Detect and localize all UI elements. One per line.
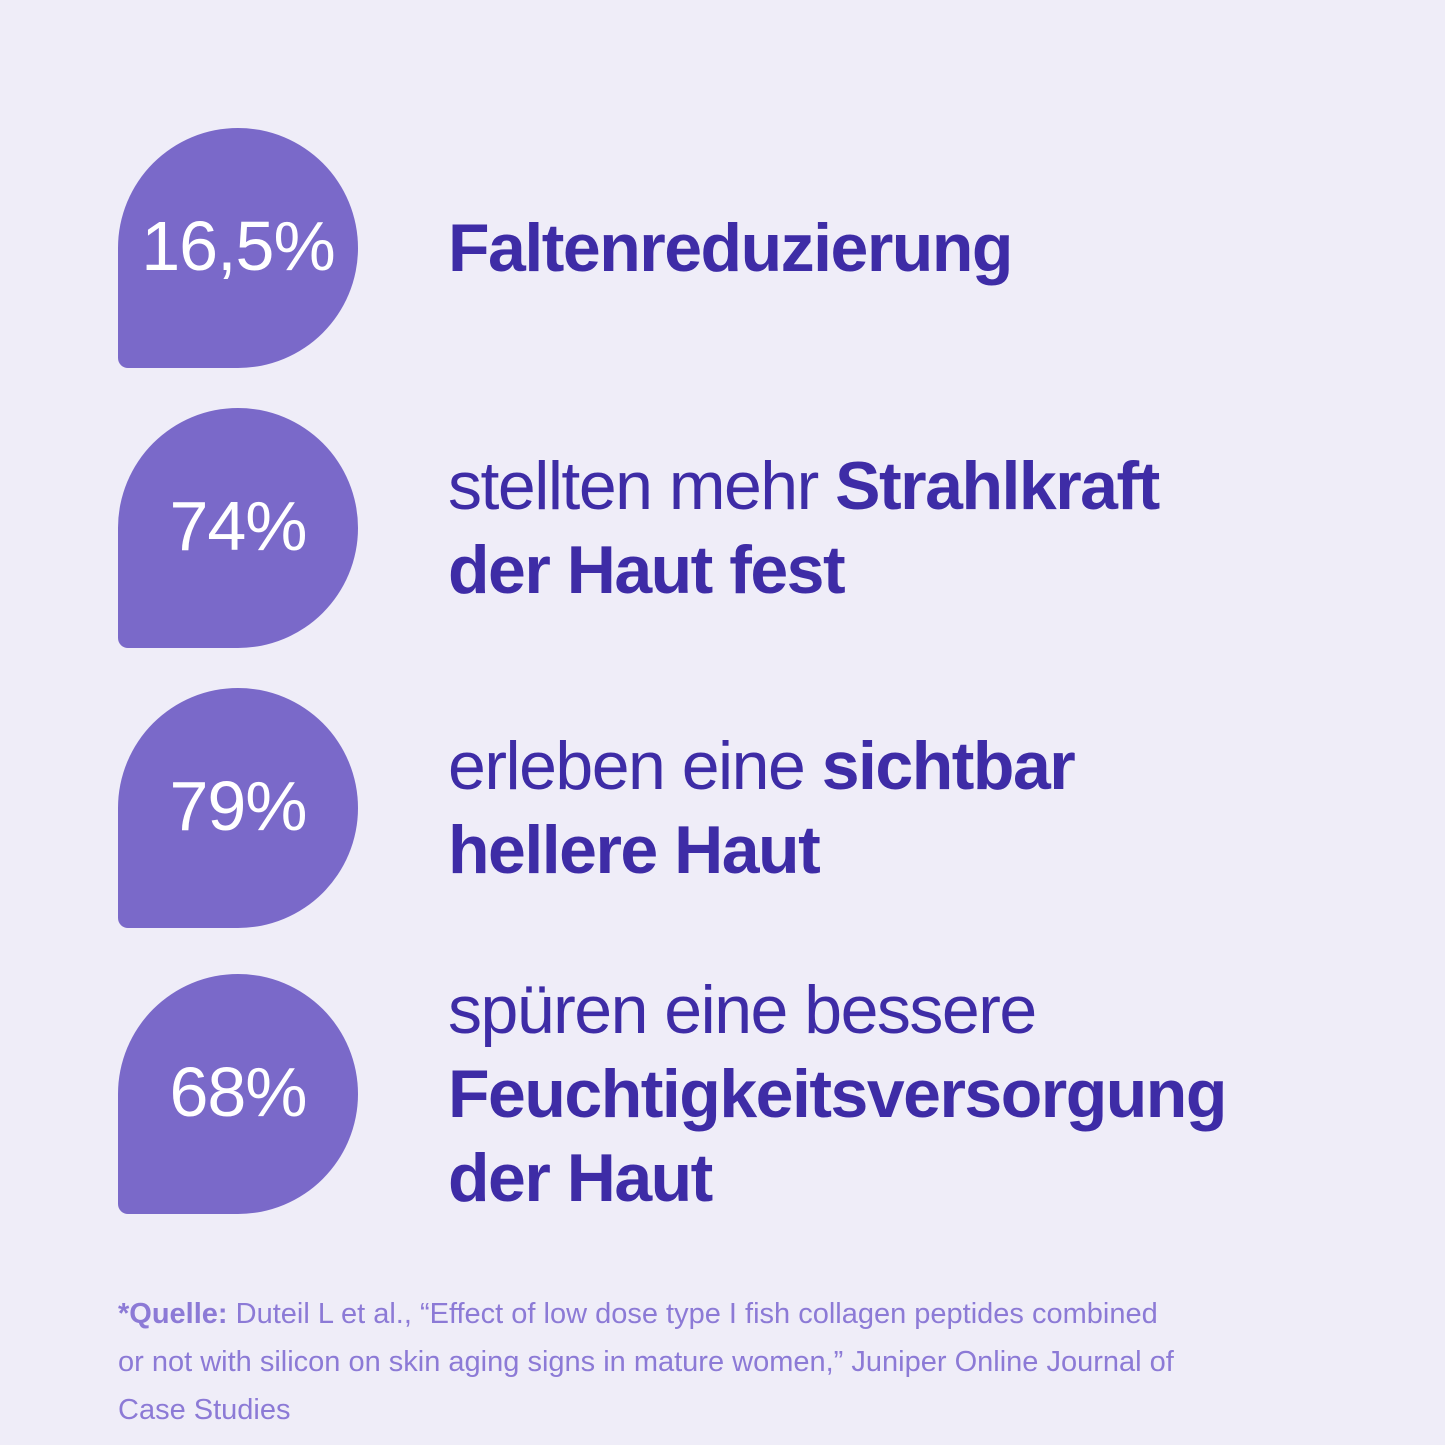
stat-text: erleben eine sichtbar hellere Haut xyxy=(448,724,1076,892)
stat-row: 16,5% Faltenreduzierung xyxy=(118,128,1385,368)
text-segment: Faltenreduzierung xyxy=(448,210,1013,286)
text-segment: hellere Haut xyxy=(448,812,821,888)
text-segment: der Haut xyxy=(448,1140,713,1216)
text-segment: Strahlkraft xyxy=(835,448,1160,524)
stat-text: spüren eine bessere Feuchtigkeitsversorgu… xyxy=(448,968,1227,1220)
droplet-badge: 68% xyxy=(118,974,358,1214)
text-segment: *Quelle: xyxy=(118,1298,228,1330)
stat-text: stellten mehr Strahlkraft der Haut fest xyxy=(448,444,1160,612)
stat-value: 79% xyxy=(169,767,307,845)
stat-value: 74% xyxy=(169,487,307,565)
text-segment: sichtbar xyxy=(821,728,1076,804)
stat-row: 79% erleben eine sichtbar hellere Haut xyxy=(118,688,1385,928)
stat-value: 16,5% xyxy=(141,207,335,285)
droplet-badge: 16,5% xyxy=(118,128,358,368)
text-line: *Quelle: Duteil L et al., “Effect of low… xyxy=(118,1290,1385,1338)
text-line: or not with silicon on skin aging signs … xyxy=(118,1338,1385,1386)
footnote: *Quelle: Duteil L et al., “Effect of low… xyxy=(118,1290,1385,1434)
text-line: Feuchtigkeitsversorgung xyxy=(448,1052,1227,1136)
text-line: hellere Haut xyxy=(448,808,1074,892)
stat-row: 74% stellten mehr Strahlkraft der Haut fes… xyxy=(118,408,1385,648)
text-line: der Haut fest xyxy=(448,528,1159,612)
text-segment: erleben eine xyxy=(448,728,822,804)
stat-rows: 16,5% Faltenreduzierung 74% stellten mehr S… xyxy=(118,128,1385,1220)
text-line: stellten mehr Strahlkraft xyxy=(448,444,1160,528)
text-segment: Duteil L et al., “Effect of low dose typ… xyxy=(227,1298,1158,1330)
text-line: Case Studies xyxy=(118,1386,1385,1434)
droplet-badge: 79% xyxy=(118,688,358,928)
droplet-badge: 74% xyxy=(118,408,358,648)
text-segment: or not with silicon on skin aging signs … xyxy=(118,1346,1174,1378)
text-line: erleben eine sichtbar xyxy=(448,724,1076,808)
text-line: der Haut xyxy=(448,1136,1226,1220)
text-line: spüren eine bessere xyxy=(448,968,1226,1052)
text-segment: spüren eine bessere xyxy=(448,972,1037,1048)
text-line: Faltenreduzierung xyxy=(448,206,1013,290)
stat-text: Faltenreduzierung xyxy=(448,206,1013,290)
text-segment: Feuchtigkeitsversorgung xyxy=(448,1056,1227,1132)
text-segment: Case Studies xyxy=(118,1394,291,1426)
stat-value: 68% xyxy=(169,1053,307,1131)
text-segment: der Haut fest xyxy=(448,532,846,608)
stat-row: 68% spüren eine bessere Feuchtigkeitsverso… xyxy=(118,968,1385,1220)
text-segment: stellten mehr xyxy=(448,448,836,524)
